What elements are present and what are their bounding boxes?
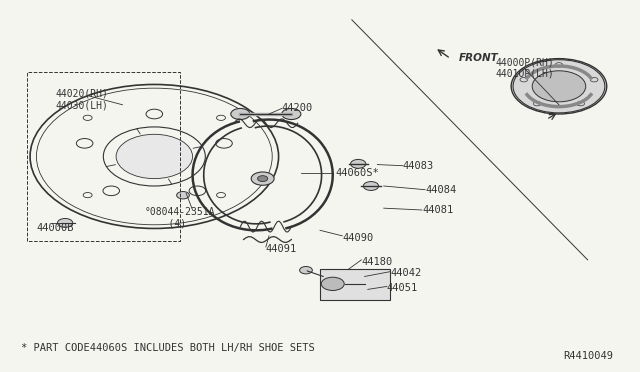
Circle shape	[257, 176, 268, 182]
Text: 44091: 44091	[266, 244, 297, 254]
Text: 44084: 44084	[425, 185, 456, 195]
Text: 44000B: 44000B	[36, 224, 74, 234]
Text: 44180: 44180	[362, 257, 393, 267]
Circle shape	[511, 59, 607, 114]
Text: R4410049: R4410049	[563, 351, 613, 361]
Circle shape	[300, 266, 312, 274]
Text: 44000P(RH)
4401OP(LH): 44000P(RH) 4401OP(LH)	[495, 57, 554, 78]
Circle shape	[532, 71, 586, 102]
FancyBboxPatch shape	[320, 269, 390, 301]
Text: 44090: 44090	[342, 233, 374, 243]
Circle shape	[231, 109, 250, 119]
Circle shape	[364, 182, 379, 190]
Circle shape	[177, 192, 189, 199]
Text: FRONT: FRONT	[459, 52, 499, 62]
Text: °08044-2351A
    (4): °08044-2351A (4)	[145, 206, 215, 228]
Circle shape	[351, 160, 366, 168]
Text: 44200: 44200	[282, 103, 313, 113]
Text: 44020(RH)
44030(LH): 44020(RH) 44030(LH)	[56, 89, 108, 110]
Circle shape	[116, 134, 193, 179]
Circle shape	[58, 218, 73, 227]
Text: 44042: 44042	[390, 268, 421, 278]
Text: 44083: 44083	[403, 161, 434, 171]
Text: * PART CODE44060S INCLUDES BOTH LH/RH SHOE SETS: * PART CODE44060S INCLUDES BOTH LH/RH SH…	[20, 343, 314, 353]
Text: 44081: 44081	[422, 205, 453, 215]
Circle shape	[251, 172, 274, 185]
Text: 44060S*: 44060S*	[336, 168, 380, 178]
Text: 44051: 44051	[387, 283, 418, 292]
Circle shape	[321, 277, 344, 291]
Circle shape	[282, 109, 301, 119]
